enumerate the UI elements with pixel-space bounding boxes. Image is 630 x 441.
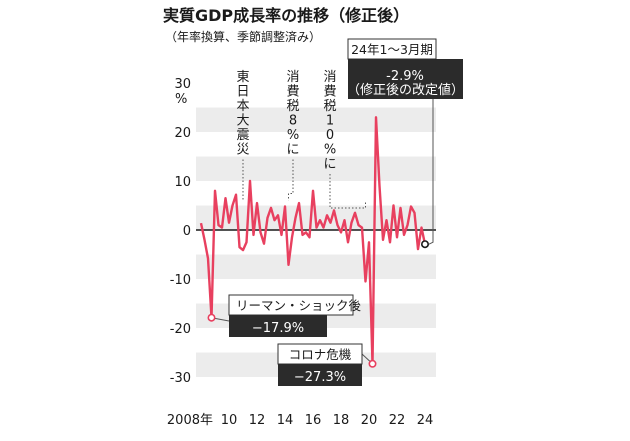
grid-band — [196, 254, 436, 279]
callout-value-box — [278, 364, 362, 386]
event-label: 東日本大震災 — [236, 69, 249, 158]
y-tick-label: 30 — [174, 77, 191, 92]
callout-value-box — [229, 315, 327, 337]
callout-marker — [420, 240, 429, 249]
x-tick-label: 24 — [417, 413, 434, 428]
y-tick-label: 20 — [174, 126, 191, 141]
y-tick-label: 0 — [183, 224, 191, 239]
grid-band — [196, 156, 436, 181]
event-label: 消費税 8 %に — [286, 70, 299, 158]
x-tick-label: 20 — [361, 413, 378, 428]
event-label: 消費税 1 0 %に — [323, 70, 336, 172]
y-axis-ticks: 30 20 10 0 -10 -20 -30 — [170, 77, 191, 386]
event-leader — [288, 159, 294, 201]
y-tick-label: -30 — [170, 371, 191, 386]
x-tick-label: 12 — [249, 413, 266, 428]
callout-label: 24年1～3月期 — [351, 42, 433, 57]
event-annotations: 東日本大震災 消費税 8 %に 消費税 1 0 %に — [236, 69, 366, 209]
x-tick-label: 18 — [333, 413, 350, 428]
callout-label: コロナ危機 — [289, 347, 352, 362]
callout-value: -2.9% — [386, 69, 424, 84]
chart-title: 実質GDP成長率の推移（修正後） — [163, 6, 409, 25]
callout-value: −27.3% — [294, 370, 346, 385]
callout-value: −17.9% — [252, 321, 304, 336]
callout-leader — [428, 99, 434, 245]
y-axis-unit: % — [175, 92, 187, 107]
x-tick-label: 2008年 — [167, 413, 213, 428]
gdp-growth-line — [199, 116, 427, 365]
x-tick-label: 14 — [277, 413, 294, 428]
x-tick-label: 16 — [305, 413, 322, 428]
grid-band — [196, 107, 436, 132]
callout-label: リーマン・ショック後 — [236, 298, 362, 313]
x-tick-label: 10 — [221, 413, 238, 428]
y-tick-label: -10 — [170, 273, 191, 288]
y-tick-label: -20 — [170, 322, 191, 337]
callout-marker — [368, 359, 377, 368]
x-tick-label: 22 — [389, 413, 406, 428]
callout-value-box — [348, 59, 463, 99]
callout-note: （修正後の改定値） — [347, 82, 464, 98]
callout-marker — [207, 313, 216, 322]
callouts: リーマン・ショック後 −17.9% コロナ危機 −27.3% 24年1～3月期 -2.9%… — [207, 38, 464, 386]
x-axis-ticks: 2008年 10 12 14 16 18 20 22 24 — [167, 413, 433, 428]
chart-subtitle: （年率換算、季節調整済み） — [165, 29, 321, 44]
y-tick-label: 10 — [174, 175, 191, 190]
